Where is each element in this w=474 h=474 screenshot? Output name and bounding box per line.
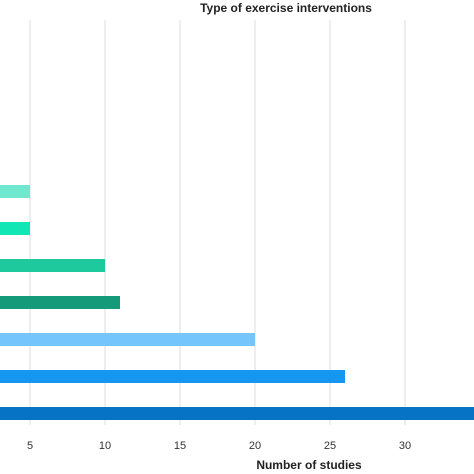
bars [0, 185, 474, 420]
x-axis-label: Number of studies [256, 458, 362, 472]
x-tick-label: 20 [249, 440, 261, 452]
bar-3 [0, 259, 105, 272]
chart-title: Type of exercise interventions [200, 1, 372, 15]
x-tick-label: 15 [174, 440, 186, 452]
bar-6 [0, 370, 345, 383]
bar-7 [0, 407, 474, 420]
x-tick-label: 30 [399, 440, 411, 452]
bar-2 [0, 222, 30, 235]
x-tick-label: 5 [27, 440, 33, 452]
x-tick-labels: 5 10 15 20 25 30 [27, 440, 411, 452]
bar-1 [0, 185, 30, 198]
gridlines [29, 20, 406, 425]
x-tick-label: 25 [324, 440, 336, 452]
bar-4 [0, 296, 120, 309]
x-tick-label: 10 [99, 440, 111, 452]
bar-5 [0, 333, 255, 346]
